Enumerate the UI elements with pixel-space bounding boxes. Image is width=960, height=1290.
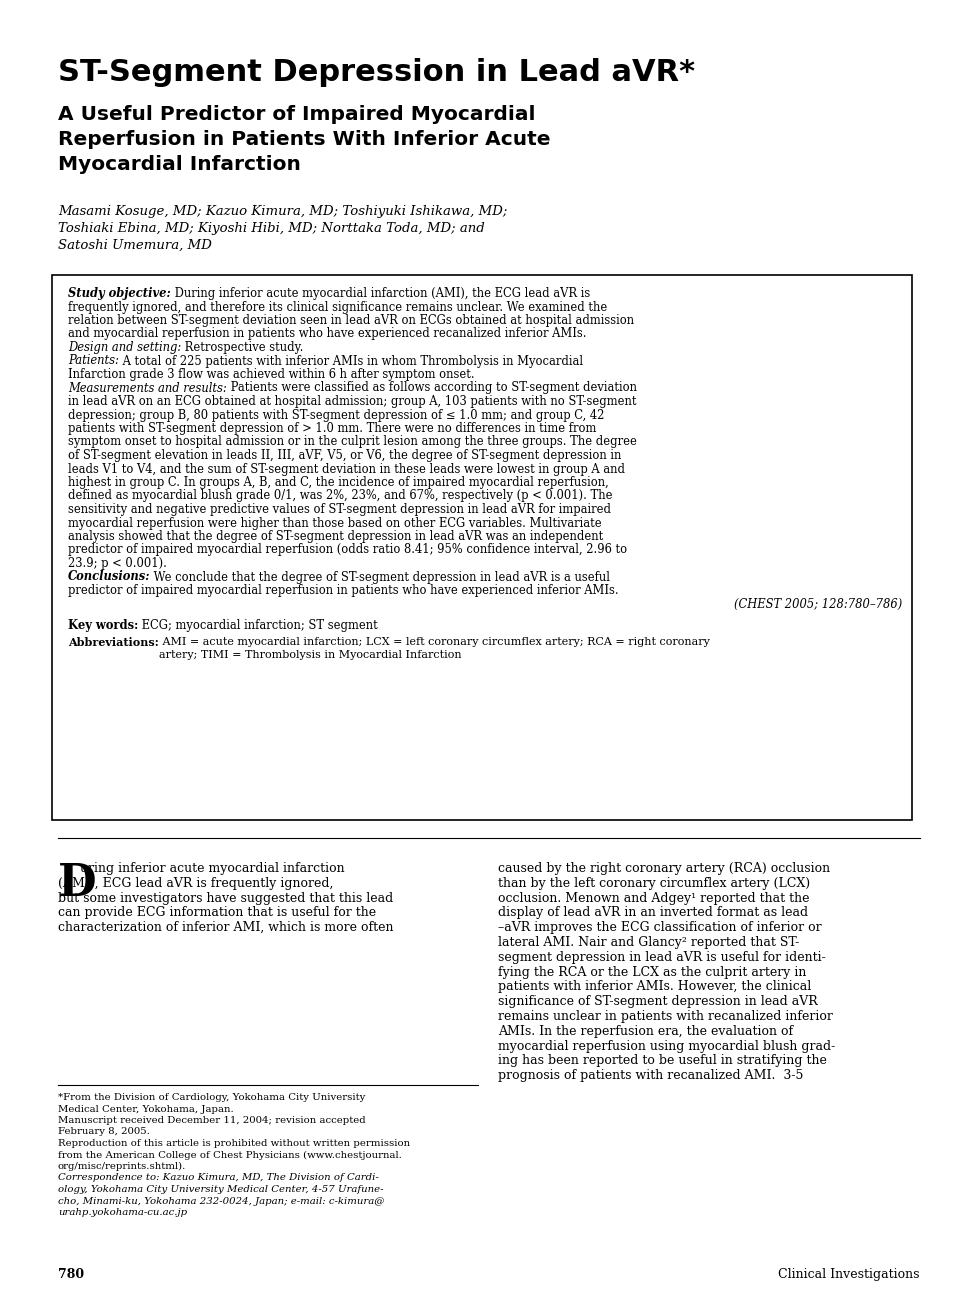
Text: ST-Segment Depression in Lead aVR*: ST-Segment Depression in Lead aVR* xyxy=(58,58,695,86)
Text: display of lead aVR in an inverted format as lead: display of lead aVR in an inverted forma… xyxy=(498,907,808,920)
Text: Infarction grade 3 flow was achieved within 6 h after symptom onset.: Infarction grade 3 flow was achieved wit… xyxy=(68,368,474,381)
Text: sensitivity and negative predictive values of ST-segment depression in lead aVR : sensitivity and negative predictive valu… xyxy=(68,503,611,516)
Text: symptom onset to hospital admission or in the culprit lesion among the three gro: symptom onset to hospital admission or i… xyxy=(68,436,636,449)
Text: Patients were classified as follows according to ST-segment deviation: Patients were classified as follows acco… xyxy=(227,382,636,395)
Text: Study objective:: Study objective: xyxy=(68,286,171,301)
Text: Manuscript received December 11, 2004; revision accepted: Manuscript received December 11, 2004; r… xyxy=(58,1116,366,1125)
Text: lateral AMI. Nair and Glancy² reported that ST-: lateral AMI. Nair and Glancy² reported t… xyxy=(498,937,800,949)
Text: predictor of impaired myocardial reperfusion in patients who have experienced in: predictor of impaired myocardial reperfu… xyxy=(68,584,618,597)
Text: –aVR improves the ECG classification of inferior or: –aVR improves the ECG classification of … xyxy=(498,921,822,934)
Text: Myocardial Infarction: Myocardial Infarction xyxy=(58,155,300,174)
Text: 780: 780 xyxy=(58,1268,84,1281)
Text: myocardial reperfusion using myocardial blush grad-: myocardial reperfusion using myocardial … xyxy=(498,1040,835,1053)
Text: org/misc/reprints.shtml).: org/misc/reprints.shtml). xyxy=(58,1162,186,1171)
Text: Key words:: Key words: xyxy=(68,619,138,632)
Text: Design and setting:: Design and setting: xyxy=(68,341,181,353)
Text: myocardial reperfusion were higher than those based on other ECG variables. Mult: myocardial reperfusion were higher than … xyxy=(68,516,602,529)
Text: Clinical Investigations: Clinical Investigations xyxy=(779,1268,920,1281)
Text: 23.9; p < 0.001).: 23.9; p < 0.001). xyxy=(68,557,167,570)
Text: frequently ignored, and therefore its clinical significance remains unclear. We : frequently ignored, and therefore its cl… xyxy=(68,301,608,313)
Text: patients with inferior AMIs. However, the clinical: patients with inferior AMIs. However, th… xyxy=(498,980,811,993)
Text: can provide ECG information that is useful for the: can provide ECG information that is usef… xyxy=(58,907,376,920)
Text: (AMI), ECG lead aVR is frequently ignored,: (AMI), ECG lead aVR is frequently ignore… xyxy=(58,877,333,890)
Text: Reperfusion in Patients With Inferior Acute: Reperfusion in Patients With Inferior Ac… xyxy=(58,130,550,150)
Text: We conclude that the degree of ST-segment depression in lead aVR is a useful: We conclude that the degree of ST-segmen… xyxy=(151,570,611,583)
Text: occlusion. Menown and Adgey¹ reported that the: occlusion. Menown and Adgey¹ reported th… xyxy=(498,891,809,904)
Text: Abbreviations:: Abbreviations: xyxy=(68,637,158,648)
Text: and myocardial reperfusion in patients who have experienced recanalized inferior: and myocardial reperfusion in patients w… xyxy=(68,328,587,341)
Text: Patients:: Patients: xyxy=(68,355,119,368)
Text: Retrospective study.: Retrospective study. xyxy=(181,341,303,353)
Text: Reproduction of this article is prohibited without written permission: Reproduction of this article is prohibit… xyxy=(58,1139,410,1148)
Text: fying the RCA or the LCX as the culprit artery in: fying the RCA or the LCX as the culprit … xyxy=(498,966,806,979)
Text: D: D xyxy=(58,862,97,906)
Text: Satoshi Umemura, MD: Satoshi Umemura, MD xyxy=(58,239,212,252)
Text: (CHEST 2005; 128:780–786): (CHEST 2005; 128:780–786) xyxy=(733,597,902,610)
Text: in lead aVR on an ECG obtained at hospital admission; group A, 103 patients with: in lead aVR on an ECG obtained at hospit… xyxy=(68,395,636,408)
Text: depression; group B, 80 patients with ST-segment depression of ≤ 1.0 mm; and gro: depression; group B, 80 patients with ST… xyxy=(68,409,605,422)
Text: AMI = acute myocardial infarction; LCX = left coronary circumflex artery; RCA = : AMI = acute myocardial infarction; LCX =… xyxy=(158,637,709,660)
Text: ECG; myocardial infarction; ST segment: ECG; myocardial infarction; ST segment xyxy=(138,619,378,632)
Text: urahp.yokohama-cu.ac.jp: urahp.yokohama-cu.ac.jp xyxy=(58,1207,187,1216)
Text: predictor of impaired myocardial reperfusion (odds ratio 8.41; 95% confidence in: predictor of impaired myocardial reperfu… xyxy=(68,543,627,556)
Text: patients with ST-segment depression of > 1.0 mm. There were no differences in ti: patients with ST-segment depression of >… xyxy=(68,422,596,435)
Text: uring inferior acute myocardial infarction: uring inferior acute myocardial infarcti… xyxy=(80,862,345,875)
Text: Correspondence to: Kazuo Kimura, MD, The Division of Cardi-: Correspondence to: Kazuo Kimura, MD, The… xyxy=(58,1174,379,1183)
Text: ing has been reported to be useful in stratifying the: ing has been reported to be useful in st… xyxy=(498,1054,827,1067)
Text: Measurements and results:: Measurements and results: xyxy=(68,382,227,395)
Text: segment depression in lead aVR is useful for identi-: segment depression in lead aVR is useful… xyxy=(498,951,826,964)
Text: A Useful Predictor of Impaired Myocardial: A Useful Predictor of Impaired Myocardia… xyxy=(58,104,536,124)
Text: from the American College of Chest Physicians (www.chestjournal.: from the American College of Chest Physi… xyxy=(58,1151,402,1160)
Text: *From the Division of Cardiology, Yokohama City University: *From the Division of Cardiology, Yokoha… xyxy=(58,1093,366,1102)
Bar xyxy=(52,275,912,820)
Text: February 8, 2005.: February 8, 2005. xyxy=(58,1127,150,1136)
Text: A total of 225 patients with inferior AMIs in whom Thrombolysis in Myocardial: A total of 225 patients with inferior AM… xyxy=(119,355,583,368)
Text: remains unclear in patients with recanalized inferior: remains unclear in patients with recanal… xyxy=(498,1010,833,1023)
Text: AMIs. In the reperfusion era, the evaluation of: AMIs. In the reperfusion era, the evalua… xyxy=(498,1024,793,1037)
Text: Conclusions:: Conclusions: xyxy=(68,570,151,583)
Text: Medical Center, Yokohama, Japan.: Medical Center, Yokohama, Japan. xyxy=(58,1104,233,1113)
Text: highest in group C. In groups A, B, and C, the incidence of impaired myocardial : highest in group C. In groups A, B, and … xyxy=(68,476,609,489)
Text: characterization of inferior AMI, which is more often: characterization of inferior AMI, which … xyxy=(58,921,394,934)
Text: significance of ST-segment depression in lead aVR: significance of ST-segment depression in… xyxy=(498,995,818,1009)
Text: ology, Yokohama City University Medical Center, 4-57 Urafune-: ology, Yokohama City University Medical … xyxy=(58,1186,383,1195)
Text: defined as myocardial blush grade 0/1, was 2%, 23%, and 67%, respectively (p < 0: defined as myocardial blush grade 0/1, w… xyxy=(68,489,612,503)
Text: During inferior acute myocardial infarction (AMI), the ECG lead aVR is: During inferior acute myocardial infarct… xyxy=(171,286,590,301)
Text: but some investigators have suggested that this lead: but some investigators have suggested th… xyxy=(58,891,394,904)
Text: prognosis of patients with recanalized AMI.  3-5: prognosis of patients with recanalized A… xyxy=(498,1069,804,1082)
Text: Toshiaki Ebina, MD; Kiyoshi Hibi, MD; Norttaka Toda, MD; and: Toshiaki Ebina, MD; Kiyoshi Hibi, MD; No… xyxy=(58,222,485,235)
Text: relation between ST-segment deviation seen in lead aVR on ECGs obtained at hospi: relation between ST-segment deviation se… xyxy=(68,313,635,326)
Text: leads V1 to V4, and the sum of ST-segment deviation in these leads were lowest i: leads V1 to V4, and the sum of ST-segmen… xyxy=(68,463,625,476)
Text: cho, Minami-ku, Yokohama 232-0024, Japan; e-mail: c-kimura@: cho, Minami-ku, Yokohama 232-0024, Japan… xyxy=(58,1197,384,1205)
Text: of ST-segment elevation in leads II, III, aVF, V5, or V6, the degree of ST-segme: of ST-segment elevation in leads II, III… xyxy=(68,449,621,462)
Text: analysis showed that the degree of ST-segment depression in lead aVR was an inde: analysis showed that the degree of ST-se… xyxy=(68,530,603,543)
Text: Masami Kosuge, MD; Kazuo Kimura, MD; Toshiyuki Ishikawa, MD;: Masami Kosuge, MD; Kazuo Kimura, MD; Tos… xyxy=(58,205,508,218)
Text: caused by the right coronary artery (RCA) occlusion: caused by the right coronary artery (RCA… xyxy=(498,862,830,875)
Text: than by the left coronary circumflex artery (LCX): than by the left coronary circumflex art… xyxy=(498,877,810,890)
